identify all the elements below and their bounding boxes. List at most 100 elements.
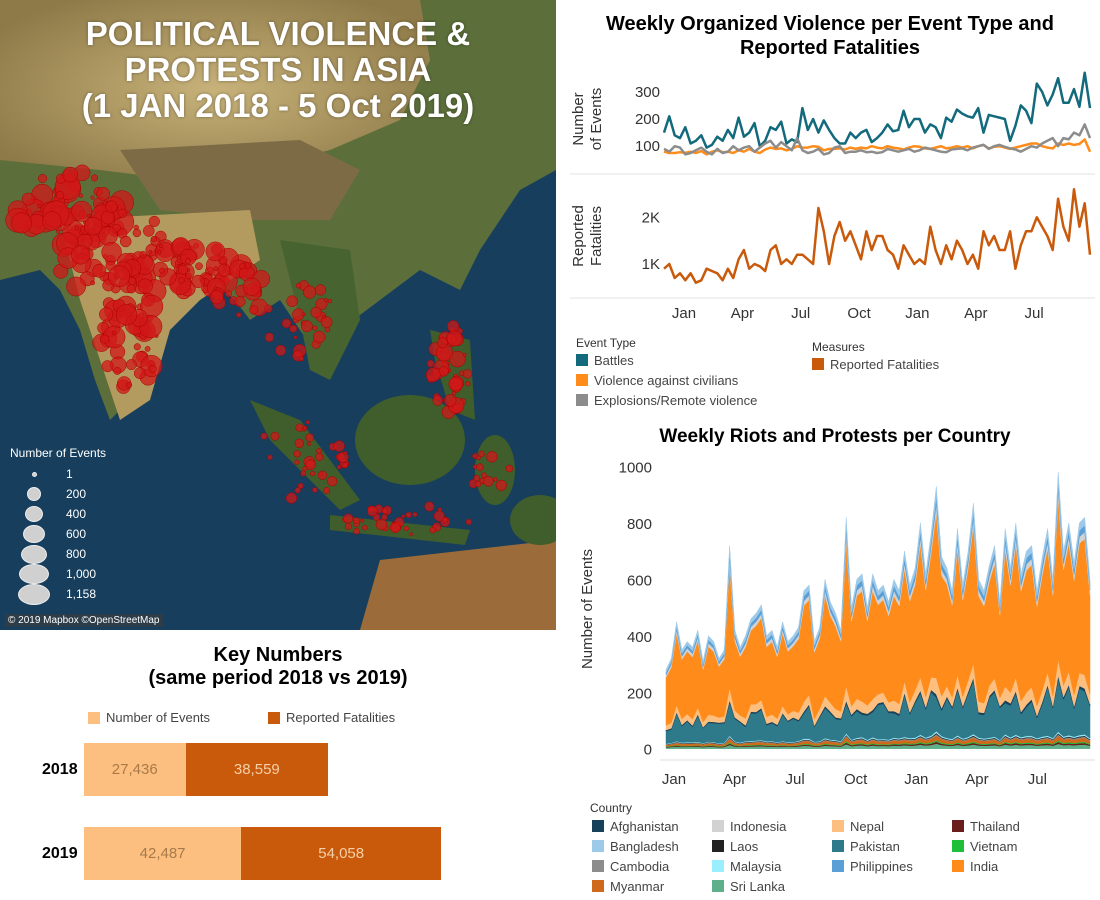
event-marker [71, 200, 93, 222]
legend-item-explosions[interactable]: Explosions/Remote violence [576, 390, 757, 410]
event-marker [184, 272, 192, 280]
event-marker [465, 518, 472, 525]
map-credit[interactable]: © 2019 Mapbox ©OpenStreetMap [5, 614, 163, 627]
legend-item-cambodia[interactable]: Cambodia [592, 856, 669, 876]
event-marker [91, 174, 98, 182]
x-tick-label: Jul [791, 305, 810, 322]
event-marker [21, 192, 35, 206]
event-marker [313, 330, 326, 344]
legend-item-pakistan[interactable]: Pakistan [832, 836, 900, 856]
event-marker [101, 360, 114, 373]
x-tick-label: Oct [847, 305, 871, 322]
legend-item-nepal[interactable]: Nepal [832, 816, 884, 836]
legend-label: Malaysia [730, 858, 782, 874]
map-title: POLITICAL VIOLENCE & PROTESTS IN ASIA (1… [0, 16, 556, 124]
event-marker [118, 208, 128, 218]
y-tick-label: 1000 [619, 459, 652, 476]
legend-item-philippines[interactable]: Philippines [832, 856, 913, 876]
event-marker [483, 476, 494, 487]
legend-item-thailand[interactable]: Thailand [952, 816, 1020, 836]
x-tick-label: Jan [662, 771, 686, 788]
event-marker [353, 517, 360, 524]
x-tick-label: Apr [964, 305, 987, 322]
event-marker [133, 367, 146, 380]
event-marker [156, 250, 162, 255]
event-marker [71, 245, 91, 265]
event-marker [213, 266, 219, 272]
year-label-2018: 2018 [42, 761, 78, 778]
legend-item-vietnam[interactable]: Vietnam [952, 836, 1017, 856]
swatch [592, 820, 604, 832]
event-marker [159, 267, 166, 274]
event-marker [267, 454, 273, 460]
events-bar-2018[interactable]: 27,436 [84, 743, 187, 796]
legend-item-myanmar[interactable]: Myanmar [592, 876, 664, 896]
event-marker [264, 304, 273, 313]
legend-item-indonesia[interactable]: Indonesia [712, 816, 786, 836]
riots-chart[interactable]: 0 200 400 600 800 1000 Number of Events Jan Apr J… [560, 450, 1100, 795]
fatalities-bar-2019[interactable]: 54,058 [241, 827, 442, 880]
event-marker [424, 501, 435, 512]
event-marker [343, 513, 354, 524]
event-marker [302, 425, 308, 430]
event-marker [90, 195, 95, 200]
map-panel[interactable]: POLITICAL VIOLENCE & PROTESTS IN ASIA (1… [0, 0, 556, 630]
event-marker [37, 204, 42, 209]
y-tick-label: 100 [635, 138, 660, 155]
event-marker [184, 258, 191, 265]
event-marker [100, 334, 110, 344]
event-marker [148, 364, 157, 373]
size-legend-title: Number of Events [10, 446, 107, 460]
map-title-line-3: (1 JAN 2018 - 5 Oct 2019) [81, 87, 475, 124]
swatch [712, 880, 724, 892]
x-tick-label: Apr [723, 771, 746, 788]
swatch [88, 711, 100, 724]
asia-event-map[interactable] [0, 0, 556, 630]
y-axis-title: ReportedFatalities [570, 205, 605, 267]
events-bar-2019[interactable]: 42,487 [84, 827, 243, 880]
legend-item-malaysia[interactable]: Malaysia [712, 856, 781, 876]
legend-item-india[interactable]: India [952, 856, 998, 876]
event-marker [108, 265, 131, 288]
legend-item-laos[interactable]: Laos [712, 836, 758, 856]
event-marker [113, 366, 122, 375]
country-legend-title: Country [590, 801, 633, 815]
event-marker [336, 464, 342, 470]
legend-item-reported-fatalities[interactable]: Reported Fatalities [812, 354, 939, 374]
y-tick-label: 200 [627, 685, 652, 702]
event-marker [205, 241, 226, 262]
event-marker [317, 470, 328, 480]
legend-item-violence-against-civilians[interactable]: Violence against civilians [576, 370, 757, 390]
event-marker [294, 487, 301, 494]
fatalities-bar-2018[interactable]: 38,559 [185, 743, 329, 796]
event-marker [301, 320, 313, 333]
legend-item-sri-lanka[interactable]: Sri Lanka [712, 876, 785, 896]
event-marker [465, 380, 471, 387]
legend-item-battles[interactable]: Battles [576, 350, 757, 370]
swatch [832, 860, 844, 872]
event-marker [314, 284, 327, 296]
event-marker [315, 452, 324, 461]
event-marker [239, 263, 246, 270]
event-marker [126, 284, 137, 294]
event-marker [362, 524, 368, 531]
event-marker [305, 459, 316, 471]
event-marker [446, 330, 463, 347]
legend-label: Pakistan [850, 838, 900, 854]
event-type-legend: Battles Violence against civilians Explo… [576, 350, 757, 410]
legend-item-afghanistan[interactable]: Afghanistan [592, 816, 679, 836]
event-marker [486, 451, 498, 463]
swatch [268, 711, 280, 724]
y-tick-label: 200 [635, 111, 660, 128]
event-marker [148, 215, 160, 227]
legend-item-bangladesh[interactable]: Bangladesh [592, 836, 679, 856]
violence-chart-title: Weekly Organized Violence per Event Type… [606, 13, 1054, 59]
swatch [712, 860, 724, 872]
event-marker [401, 514, 406, 519]
violence-chart[interactable]: 100 200 300 Numberof Events 1K 2K ReportedFata… [560, 60, 1100, 330]
event-marker [442, 517, 449, 524]
event-marker [191, 274, 205, 289]
event-marker [42, 211, 62, 231]
event-marker [300, 470, 307, 477]
event-marker [286, 295, 298, 307]
